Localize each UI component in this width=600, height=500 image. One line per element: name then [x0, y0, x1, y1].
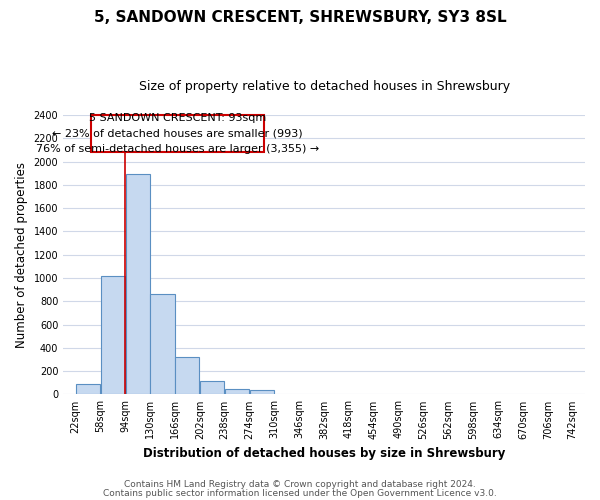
- Bar: [200, 381, 224, 394]
- Bar: [225, 388, 249, 394]
- Text: 5, SANDOWN CRESCENT, SHREWSBURY, SY3 8SL: 5, SANDOWN CRESCENT, SHREWSBURY, SY3 8SL: [94, 10, 506, 25]
- Bar: [151, 294, 175, 394]
- Bar: [175, 357, 199, 395]
- Title: Size of property relative to detached houses in Shrewsbury: Size of property relative to detached ho…: [139, 80, 509, 93]
- Y-axis label: Number of detached properties: Number of detached properties: [15, 162, 28, 348]
- Text: Contains public sector information licensed under the Open Government Licence v3: Contains public sector information licen…: [103, 488, 497, 498]
- X-axis label: Distribution of detached houses by size in Shrewsbury: Distribution of detached houses by size …: [143, 447, 505, 460]
- Bar: [101, 276, 125, 394]
- Bar: [76, 384, 100, 394]
- Text: Contains HM Land Registry data © Crown copyright and database right 2024.: Contains HM Land Registry data © Crown c…: [124, 480, 476, 489]
- Bar: [250, 390, 274, 394]
- Text: 5 SANDOWN CRESCENT: 93sqm
← 23% of detached houses are smaller (993)
76% of semi: 5 SANDOWN CRESCENT: 93sqm ← 23% of detac…: [36, 113, 319, 154]
- FancyBboxPatch shape: [91, 115, 264, 152]
- Bar: [125, 174, 150, 394]
